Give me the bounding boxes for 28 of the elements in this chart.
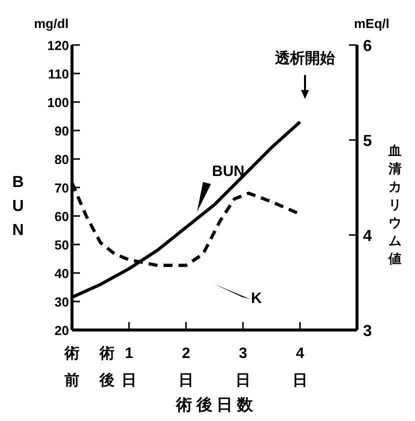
y-tick-label: 120 (47, 38, 69, 53)
x-tick-label: 術前 (64, 345, 80, 389)
y-tick-label: 50 (54, 238, 69, 252)
y2-tick-label: 3 (363, 323, 372, 340)
y-tick-label: 40 (54, 266, 69, 281)
x-tick-label: 2日 (178, 345, 194, 389)
text: mg/dl (34, 16, 69, 31)
y2-axis-title: 血清カリウム値 (388, 143, 402, 266)
y-tick-label: 110 (48, 66, 69, 82)
y-tick-label: 30 (54, 294, 69, 310)
text: mEq/l (354, 16, 390, 31)
annotation: 透析開始 (274, 50, 336, 67)
legend-label: K (251, 290, 262, 307)
y-tick-label: 20 (54, 323, 69, 338)
y2-tick-label: 5 (363, 133, 372, 150)
y-tick-label: 70 (54, 180, 69, 196)
x-tick-label: 3日 (236, 345, 250, 389)
y-tick-label: 80 (54, 152, 69, 167)
x-axis-title: 術 後 日 数 (174, 396, 254, 414)
y-tick-label: 90 (54, 124, 69, 138)
series-label: BUN (212, 163, 244, 180)
y-tick-label: 60 (54, 209, 69, 224)
y-tick-label: 100 (47, 95, 69, 110)
y2-tick-label: 4 (363, 228, 372, 245)
y-axis-title: BUN (12, 174, 24, 239)
x-tick-label: 術後1日 (98, 345, 136, 389)
x-tick-label: 4日 (292, 345, 308, 389)
y2-tick-label: 6 (363, 38, 372, 55)
